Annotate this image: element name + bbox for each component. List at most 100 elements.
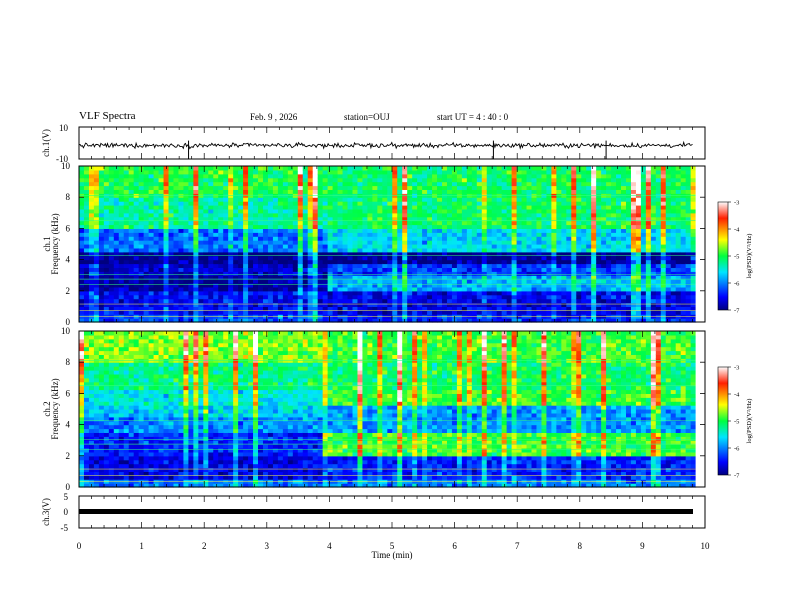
spectrogram-cell bbox=[506, 185, 513, 190]
spectrogram-cell bbox=[322, 205, 329, 210]
spectrogram-cell bbox=[640, 224, 647, 229]
spectrogram-cell bbox=[591, 283, 597, 288]
spectrogram-cell bbox=[690, 279, 697, 284]
spectrogram-cell bbox=[118, 240, 125, 245]
spectrogram-cell bbox=[337, 208, 344, 214]
spectrogram-cell bbox=[621, 166, 627, 171]
spectrogram-cell bbox=[133, 286, 140, 292]
spectrogram-cell bbox=[307, 185, 314, 190]
spectrogram-cell bbox=[243, 216, 249, 222]
spectrogram-cell bbox=[526, 283, 533, 288]
spectrogram-cell bbox=[148, 267, 155, 272]
spectrogram-cell bbox=[496, 263, 503, 268]
spectrogram-cell bbox=[635, 244, 642, 249]
spectrogram-cell bbox=[228, 318, 234, 323]
spectrogram-cell bbox=[566, 294, 572, 300]
spectrogram-cell bbox=[243, 263, 249, 268]
spectrogram-cell bbox=[690, 244, 697, 249]
spectrogram-cell bbox=[203, 283, 209, 288]
spectrogram-cell bbox=[417, 290, 423, 296]
spectrogram-cell bbox=[392, 181, 398, 187]
spectrogram-cell bbox=[357, 290, 364, 296]
spectrogram-cell bbox=[352, 286, 359, 292]
spectrogram-cell bbox=[586, 197, 592, 202]
spectrogram-cell bbox=[163, 173, 170, 179]
spectrogram-cell bbox=[193, 298, 199, 304]
spectrogram-cell bbox=[566, 197, 572, 202]
spectrogram-cell bbox=[481, 201, 488, 206]
spectrogram-cell bbox=[223, 286, 229, 292]
spectrogram-cell bbox=[471, 267, 478, 272]
spectrogram-cell bbox=[193, 208, 199, 214]
spectrogram-cell bbox=[511, 294, 518, 300]
spectrogram-cell bbox=[253, 169, 259, 175]
spectrogram-cell bbox=[253, 279, 259, 284]
spectrogram-cell bbox=[118, 290, 125, 296]
spectrogram-cell bbox=[556, 263, 562, 268]
spectrogram-cell bbox=[153, 166, 160, 171]
spectrogram-cell bbox=[193, 216, 199, 222]
spectrogram-cell bbox=[466, 220, 473, 226]
spectrogram-cell bbox=[342, 208, 349, 214]
spectrogram-cell bbox=[596, 306, 602, 311]
spectrogram-cell bbox=[193, 169, 199, 175]
spectrogram-cell bbox=[322, 232, 329, 237]
spectrogram-cell bbox=[531, 228, 538, 233]
spectrogram-cell bbox=[203, 236, 209, 241]
spectrogram-cell bbox=[272, 318, 279, 323]
spectrogram-cell bbox=[243, 244, 249, 249]
spectrogram-cell bbox=[531, 267, 538, 272]
spectrogram-cell bbox=[471, 197, 478, 202]
spectrogram-cell bbox=[173, 189, 180, 194]
spectrogram-cell bbox=[287, 232, 294, 237]
spectrogram-cell bbox=[327, 259, 334, 265]
spectrogram-cell bbox=[417, 255, 423, 261]
spectrogram-cell bbox=[551, 310, 557, 315]
spectrogram-cell bbox=[193, 275, 199, 280]
spectrogram-cell bbox=[88, 212, 95, 218]
spectrogram-cell bbox=[680, 224, 687, 229]
spectrogram-cell bbox=[556, 197, 562, 202]
spectrogram-cell bbox=[88, 263, 95, 268]
spectrogram-cell bbox=[417, 283, 423, 288]
spectrogram-cell bbox=[432, 279, 438, 284]
spectrogram-cell bbox=[670, 228, 677, 233]
spectrogram-cell bbox=[511, 177, 518, 183]
spectrogram-cell bbox=[491, 259, 498, 265]
spectrogram-cell bbox=[571, 224, 577, 229]
spectrogram-cell bbox=[402, 279, 408, 284]
spectrogram-cell bbox=[183, 283, 189, 288]
spectrogram-cell bbox=[302, 185, 309, 190]
spectrogram-cell bbox=[357, 166, 364, 171]
spectrogram-cell bbox=[432, 224, 438, 229]
spectrogram-cell bbox=[387, 302, 393, 307]
spectrogram-cell bbox=[442, 244, 448, 249]
spectrogram-cell bbox=[93, 228, 100, 233]
spectrogram-cell bbox=[118, 232, 125, 237]
spectrogram-cell bbox=[670, 244, 677, 249]
spectrogram-cell bbox=[397, 283, 403, 288]
spectrogram-cell bbox=[640, 244, 647, 249]
spectrogram-cell bbox=[501, 286, 508, 292]
spectrogram-cell bbox=[173, 310, 180, 315]
spectrogram-cell bbox=[516, 236, 523, 241]
spectrogram-cell bbox=[601, 263, 607, 268]
spectrogram-cell bbox=[223, 185, 229, 190]
spectrogram-cell bbox=[601, 290, 607, 296]
spectrogram-cell bbox=[621, 240, 627, 245]
spectrogram-cell bbox=[531, 181, 538, 187]
spectrogram-cell bbox=[377, 251, 383, 257]
spectrogram-cell bbox=[223, 216, 229, 222]
spectrogram-cell bbox=[536, 197, 543, 202]
spectrogram-cell bbox=[486, 205, 493, 210]
spectrogram-cell bbox=[442, 263, 448, 268]
spectrogram-cell bbox=[630, 224, 637, 229]
spectrogram-cell bbox=[118, 275, 125, 280]
spectrogram-cell bbox=[511, 318, 518, 323]
spectrogram-cell bbox=[611, 185, 617, 190]
spectrogram-cell bbox=[546, 251, 552, 257]
spectrogram-cell bbox=[660, 244, 667, 249]
spectrogram-cell bbox=[352, 173, 359, 179]
spectrogram-cell bbox=[262, 271, 269, 276]
spectrogram-cell bbox=[258, 177, 264, 183]
